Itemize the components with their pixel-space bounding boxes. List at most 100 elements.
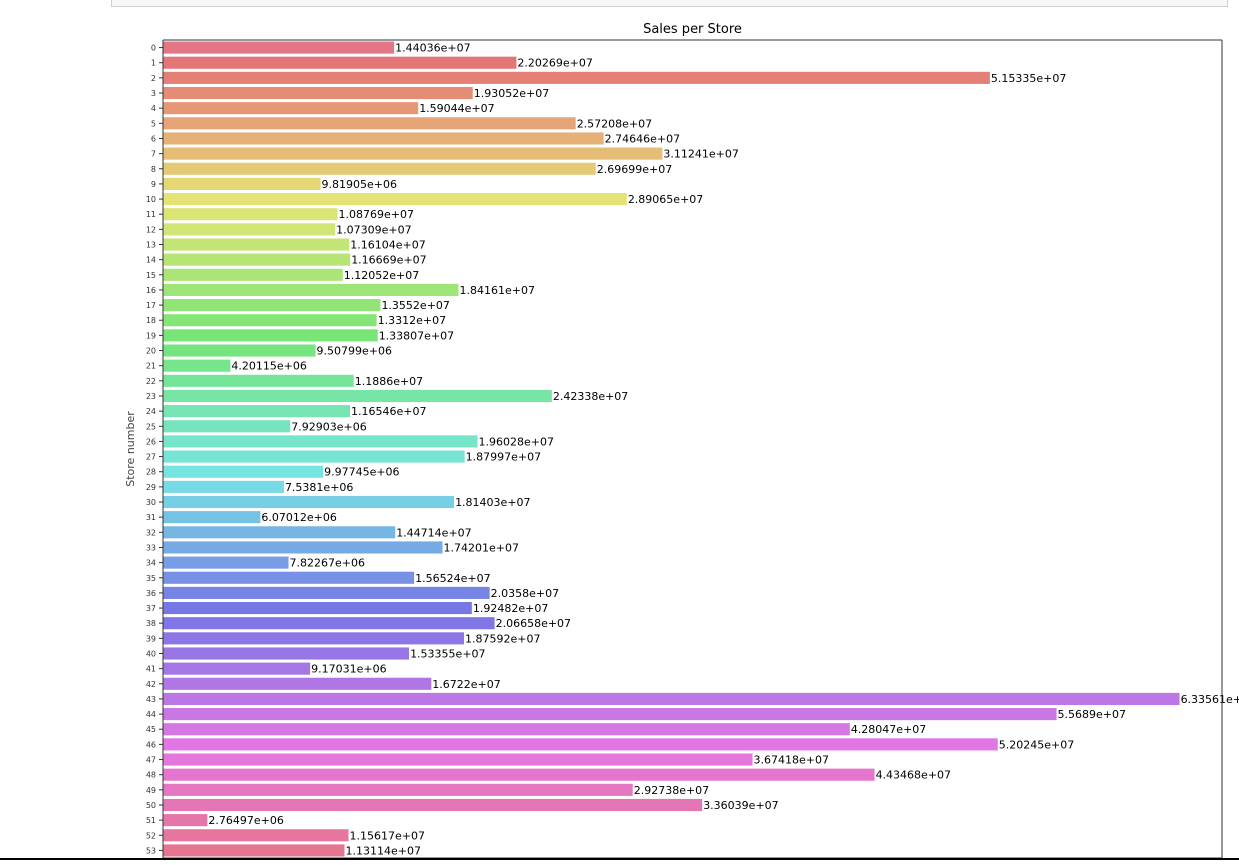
bar-store-12 [163, 223, 336, 236]
y-tick-label: 39 [146, 634, 156, 643]
bar-store-22 [163, 374, 354, 387]
bar-store-28 [163, 465, 324, 478]
bar-store-37 [163, 601, 472, 615]
bar-value-label: 3.11241e+07 [663, 148, 738, 161]
bar-value-label: 4.28047e+07 [851, 723, 926, 736]
y-tick-label: 45 [146, 725, 156, 734]
bar-value-label: 1.44714e+07 [396, 526, 471, 539]
bar-value-label: 1.13114e+07 [345, 844, 420, 857]
bar-store-0 [163, 41, 395, 54]
bar-value-label: 1.16546e+07 [351, 405, 426, 418]
bar-store-31 [163, 511, 261, 524]
bar-store-49 [163, 783, 633, 796]
page-bottom-rule [0, 858, 1239, 860]
bar-value-label: 1.12052e+07 [344, 269, 419, 282]
y-tick-label: 51 [146, 816, 156, 825]
bar-store-45 [163, 723, 850, 736]
bar-value-label: 1.16104e+07 [350, 239, 425, 252]
y-tick-label: 12 [146, 225, 156, 234]
bar-value-label: 5.20245e+07 [999, 738, 1074, 751]
bar-store-16 [163, 283, 459, 297]
bar-value-label: 1.08769e+07 [339, 208, 414, 221]
y-tick-label: 30 [146, 498, 156, 507]
y-tick-label: 53 [146, 846, 156, 855]
y-tick-label: 23 [146, 392, 156, 401]
bar-value-label: 1.3552e+07 [381, 299, 449, 312]
bar-value-label: 2.20269e+07 [517, 57, 592, 70]
y-tick-label: 42 [146, 680, 156, 689]
y-tick-label: 49 [146, 786, 156, 795]
bar-store-50 [163, 798, 703, 812]
y-tick-label: 19 [146, 331, 156, 340]
y-tick-label: 7 [151, 150, 156, 159]
bar-store-24 [163, 405, 351, 418]
y-tick-label: 46 [146, 740, 156, 749]
y-tick-label: 29 [146, 483, 156, 492]
y-tick-label: 1 [151, 59, 156, 68]
y-tick-label: 27 [146, 453, 156, 462]
bar-value-label: 1.87997e+07 [466, 451, 541, 464]
bar-value-label: 7.92903e+06 [291, 420, 366, 433]
bar-value-label: 1.53355e+07 [410, 648, 485, 661]
bar-value-label: 1.93052e+07 [474, 87, 549, 100]
y-tick-label: 6 [151, 134, 156, 143]
bar-value-label: 1.84161e+07 [459, 284, 534, 297]
y-tick-label: 47 [146, 756, 156, 765]
chart-title: Sales per Store [643, 22, 742, 37]
y-tick-label: 32 [146, 528, 156, 537]
bar-value-label: 9.50799e+06 [317, 345, 392, 358]
y-tick-label: 5 [151, 119, 156, 128]
bar-value-label: 1.81403e+07 [455, 496, 530, 509]
bar-value-label: 1.6722e+07 [432, 678, 500, 691]
y-tick-label: 14 [146, 256, 156, 265]
bar-store-26 [163, 435, 478, 448]
bar-store-39 [163, 632, 464, 645]
bar-value-label: 2.92738e+07 [634, 784, 709, 797]
bar-value-label: 1.87592e+07 [465, 632, 540, 645]
y-tick-label: 37 [146, 604, 156, 613]
bar-value-label: 2.89065e+07 [628, 193, 703, 206]
y-tick-label: 8 [151, 165, 156, 174]
bar-value-label: 7.82267e+06 [290, 557, 365, 570]
bar-value-label: 4.20115e+06 [231, 360, 306, 373]
bar-value-label: 4.43468e+07 [876, 769, 951, 782]
bar-store-53 [163, 844, 345, 857]
bar-store-11 [163, 208, 338, 221]
y-tick-label: 38 [146, 619, 156, 628]
bar-value-label: 1.16669e+07 [351, 254, 426, 267]
bar-store-43 [163, 692, 1180, 706]
bar-store-5 [163, 117, 576, 130]
bar-value-label: 1.56524e+07 [415, 572, 490, 585]
bar-value-label: 9.97745e+06 [324, 466, 399, 479]
bar-value-label: 2.0358e+07 [491, 587, 559, 600]
bar-store-46 [163, 738, 998, 751]
bar-store-19 [163, 329, 378, 342]
bar-store-1 [163, 56, 517, 69]
bar-value-label: 2.42338e+07 [553, 390, 628, 403]
bar-store-10 [163, 192, 627, 206]
bar-store-32 [163, 526, 396, 539]
bar-value-label: 1.1886e+07 [355, 375, 423, 388]
y-tick-label: 25 [146, 422, 156, 431]
y-tick-label: 50 [146, 801, 156, 810]
bar-store-38 [163, 617, 495, 630]
bar-store-36 [163, 586, 490, 599]
y-tick-label: 35 [146, 574, 156, 583]
bar-value-label: 2.74646e+07 [605, 132, 680, 145]
bar-store-4 [163, 102, 419, 115]
bar-store-35 [163, 571, 415, 584]
bar-store-33 [163, 541, 443, 554]
bar-store-47 [163, 753, 753, 766]
y-tick-label: 48 [146, 771, 156, 780]
bar-store-25 [163, 420, 291, 433]
y-tick-label: 13 [146, 241, 156, 250]
y-tick-label: 16 [146, 286, 156, 295]
y-tick-label: 10 [146, 195, 156, 204]
bar-store-7 [163, 147, 663, 160]
bar-store-14 [163, 253, 351, 266]
bar-value-label: 1.07309e+07 [336, 223, 411, 236]
y-tick-label: 21 [146, 362, 156, 371]
bar-store-27 [163, 450, 465, 463]
bar-value-label: 1.59044e+07 [419, 102, 494, 115]
